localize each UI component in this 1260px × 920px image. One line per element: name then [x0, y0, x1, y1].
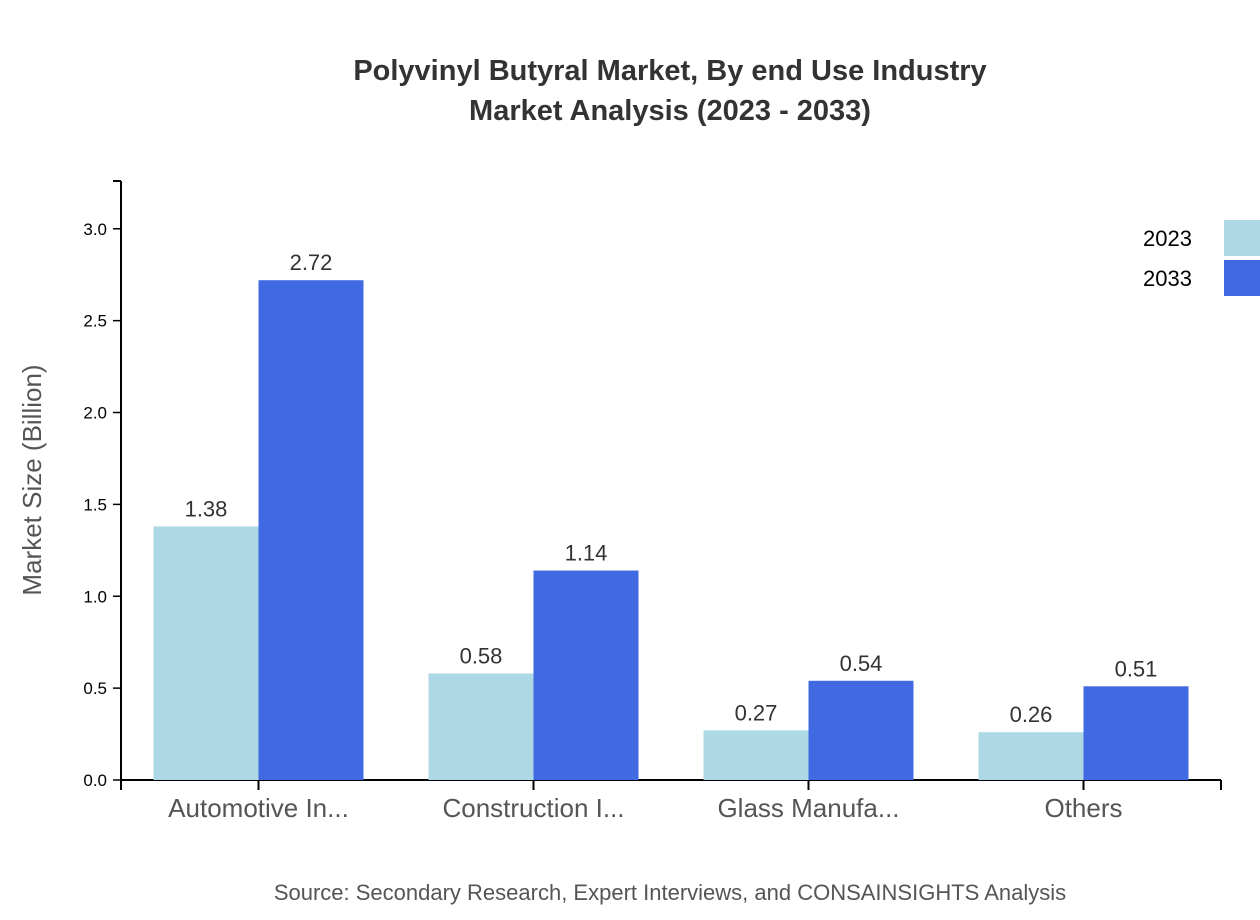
y-tick-label: 1.0: [83, 587, 107, 606]
source-note: Source: Secondary Research, Expert Inter…: [274, 880, 1066, 905]
legend-swatch-2023: [1224, 220, 1260, 256]
y-tick-label: 0.5: [83, 679, 107, 698]
bar-2033: [258, 280, 364, 780]
legend-label: 2033: [1143, 266, 1192, 291]
bar-2023: [978, 732, 1084, 780]
data-label: 0.26: [1010, 702, 1053, 727]
y-tick-label: 2.0: [83, 404, 107, 423]
data-label: 1.14: [565, 541, 608, 566]
y-tick-label: 0.0: [83, 771, 107, 790]
data-label: 0.58: [460, 643, 503, 668]
y-axis-label: Market Size (Billion): [17, 364, 47, 595]
y-tick-label: 1.5: [83, 495, 107, 514]
data-label: 1.38: [185, 496, 228, 521]
data-label: 0.54: [840, 651, 883, 676]
chart-title: Polyvinyl Butyral Market, By end Use Ind…: [353, 55, 986, 87]
data-label: 2.72: [290, 250, 333, 275]
data-label: 0.51: [1115, 656, 1158, 681]
legend-swatch-2033: [1224, 260, 1260, 296]
x-tick-label: Construction I...: [442, 793, 624, 823]
x-tick-label: Others: [1044, 793, 1122, 823]
chart-subtitle: Market Analysis (2023 - 2033): [469, 95, 871, 127]
x-tick-label: Automotive In...: [168, 793, 349, 823]
y-tick-label: 3.0: [83, 220, 107, 239]
legend-label: 2023: [1143, 226, 1192, 251]
bar-2023: [153, 526, 259, 780]
y-tick-label: 2.5: [83, 312, 107, 331]
bar-2023: [428, 673, 534, 780]
bar-2033: [1083, 686, 1189, 780]
bar-2023: [703, 730, 809, 780]
x-tick-label: Glass Manufa...: [717, 793, 899, 823]
data-label: 0.27: [735, 700, 778, 725]
bar-2033: [808, 680, 914, 780]
bar-2033: [533, 570, 639, 780]
